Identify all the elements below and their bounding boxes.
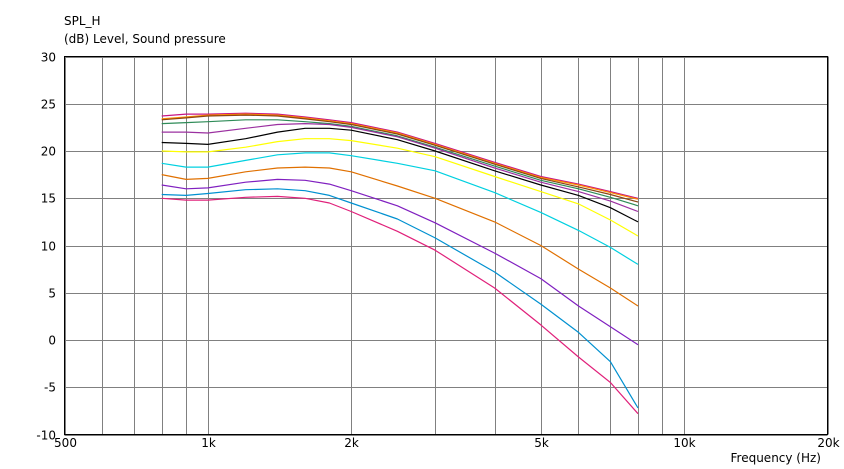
y-tick-label: 20 (41, 145, 56, 159)
y-tick-label: 10 (41, 240, 56, 254)
series-line-12 (161, 195, 639, 415)
series-line-6 (161, 127, 639, 223)
series-line-5 (161, 122, 639, 213)
series-line-1 (161, 112, 639, 199)
x-tick-label: 2k (344, 436, 359, 450)
y-tick-label: 15 (41, 192, 56, 206)
series-line-2 (161, 113, 639, 200)
x-tick-label: 1k (201, 436, 216, 450)
x-axis-label: Frequency (Hz) (731, 451, 822, 465)
x-tick-label: 10k (673, 436, 695, 450)
series-line-10 (161, 178, 639, 346)
y-tick-label: 5 (48, 287, 56, 301)
chart-subtitle: (dB) Level, Sound pressure (64, 32, 226, 46)
series-line-9 (161, 166, 639, 307)
y-tick-label: 0 (48, 334, 56, 348)
series-line-3 (161, 114, 639, 203)
series-line-7 (161, 138, 639, 237)
plot-frame (64, 56, 828, 435)
y-tick-label: -10 (36, 429, 56, 443)
series-line-8 (161, 152, 639, 265)
series-line-4 (161, 119, 639, 207)
chart-title: SPL_H (64, 14, 101, 28)
x-tick-label: 5k (534, 436, 549, 450)
y-axis: 30 25 20 15 10 5 0 -5 -10 (36, 51, 56, 443)
x-tick-label: 20k (817, 436, 839, 450)
x-tick-label: 500 (54, 436, 77, 450)
x-axis: 500 1k 2k 5k 10k 20k (54, 436, 840, 450)
y-tick-label: -5 (44, 381, 56, 395)
series-line-11 (161, 188, 639, 409)
y-tick-label: 30 (41, 51, 56, 65)
grid-lines (64, 56, 829, 436)
series-group (161, 112, 639, 415)
y-tick-label: 25 (41, 98, 56, 112)
